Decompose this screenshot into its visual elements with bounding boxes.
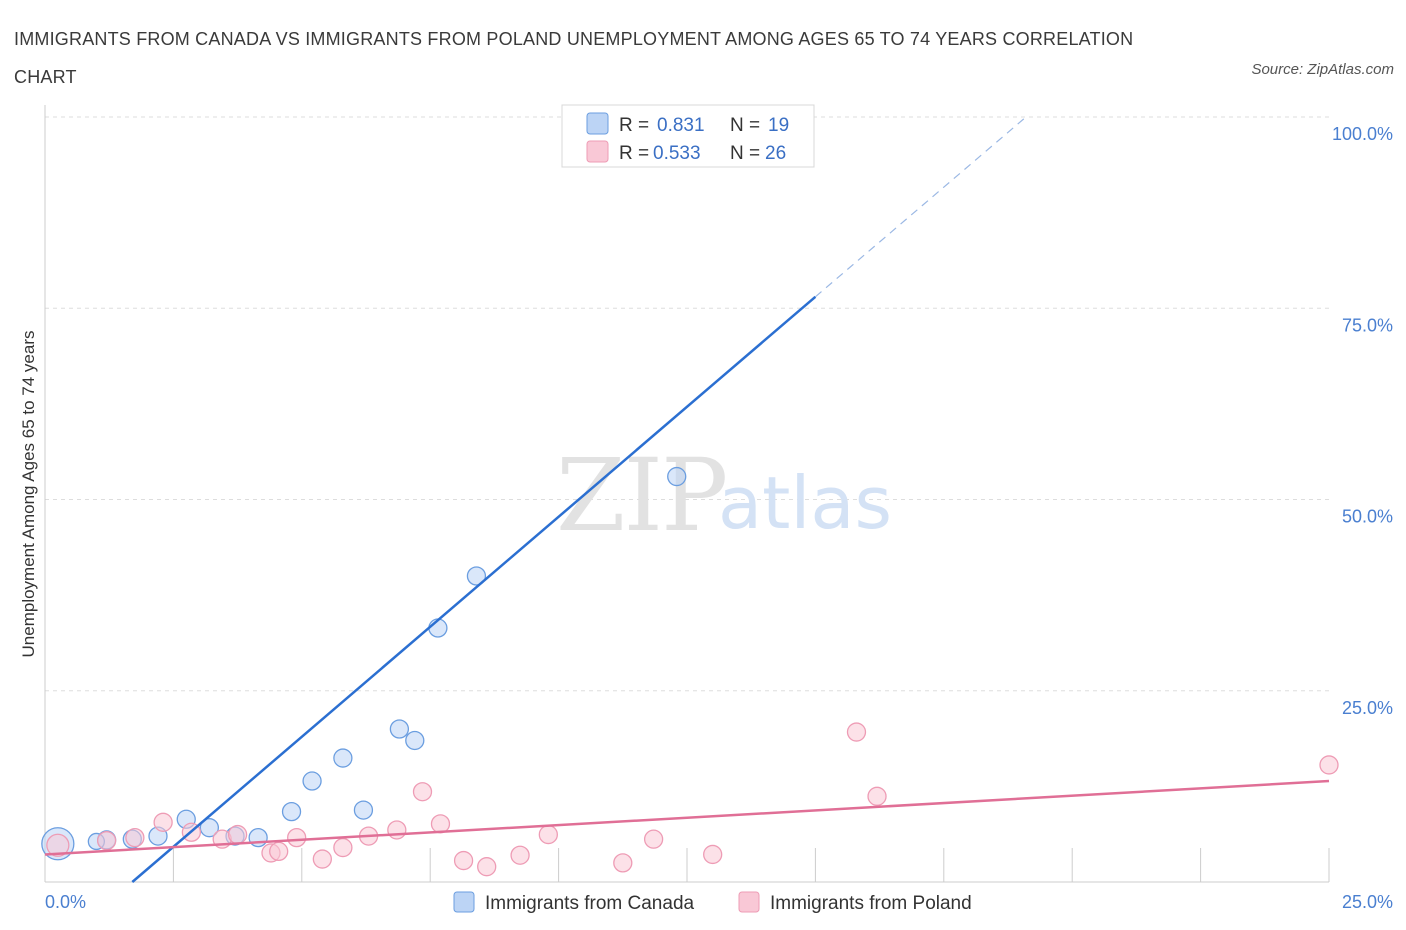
bottom-legend-swatch-canada [453,891,475,913]
bottom-legend: Immigrants from Canada Immigrants from P… [453,891,972,914]
point-0-15 [466,566,487,586]
point-0-7 [248,827,268,848]
point-1-24 [867,786,887,806]
x-tick-label-0: 0.0% [45,892,86,912]
legend-n-label-poland: N = [730,143,760,164]
point-1-6 [227,824,248,845]
point-0-9 [302,771,322,791]
source-label: Source: ZipAtlas.com [1251,61,1394,78]
x-tick-label-1: 25.0% [1342,892,1393,912]
point-1-21 [643,829,664,849]
legend-r-label-canada: R = [619,115,649,136]
legend: R = 0.831 N = 19 R = 0.533 N = 26 [561,104,815,168]
legend-n-label-canada: N = [730,115,760,136]
trend-line-extension-0 [815,116,1027,298]
point-1-17 [477,857,497,877]
axes [44,105,1330,883]
point-0-13 [405,730,425,751]
point-1-8 [269,841,289,862]
point-0-5 [199,818,220,838]
point-0-12 [389,719,410,739]
point-1-15 [430,814,451,834]
point-1-16 [453,850,474,871]
series-poland [46,722,1339,877]
point-1-10 [312,849,332,869]
point-1-9 [287,827,307,848]
y-axis-label: Unemployment Among Ages 65 to 74 years [19,331,38,658]
trend-line-0 [131,295,817,883]
point-1-0 [46,833,70,857]
legend-swatch-canada [586,112,609,135]
y-tick-labels: 25.0% 50.0% 75.0% 100.0% [1332,124,1393,718]
point-1-2 [125,827,145,848]
point-1-18 [510,845,530,865]
point-0-11 [353,800,374,820]
point-1-23 [846,722,867,742]
point-1-1 [96,831,117,851]
bottom-legend-label-canada: Immigrants from Canada [485,893,695,914]
point-0-10 [333,748,353,768]
legend-n-value-canada: 19 [768,115,789,136]
point-1-19 [538,824,558,845]
legend-r-value-canada: 0.831 [657,115,705,136]
y-tick-label-3: 100.0% [1332,124,1393,144]
y-tick-label-1: 50.0% [1342,507,1393,527]
y-tick-label-2: 75.0% [1342,315,1393,335]
watermark: ZIP atlas [556,437,892,554]
bottom-legend-label-poland: Immigrants from Poland [770,893,972,914]
point-1-14 [412,782,433,802]
point-1-3 [153,812,173,832]
x-tick-labels: 0.0% 25.0% [45,892,1393,912]
bottom-legend-swatch-poland [738,891,760,913]
legend-r-label-poland: R = [619,143,649,164]
point-0-8 [281,801,302,822]
y-tick-label-0: 25.0% [1342,698,1393,718]
trend-line-1 [44,779,1330,856]
chart-title: IMMIGRANTS FROM CANADA VS IMMIGRANTS FRO… [14,29,1134,87]
legend-r-value-poland: 0.533 [653,143,701,164]
point-1-11 [333,837,353,858]
legend-swatch-poland [586,140,609,163]
point-1-20 [613,853,633,873]
legend-n-value-poland: 26 [765,143,786,164]
point-1-22 [703,844,723,865]
watermark-atlas: atlas [718,461,892,545]
point-1-13 [387,820,407,840]
point-0-17 [667,466,687,487]
point-1-25 [1319,755,1339,775]
gridlines [45,116,1329,692]
trend-lines [44,116,1330,883]
